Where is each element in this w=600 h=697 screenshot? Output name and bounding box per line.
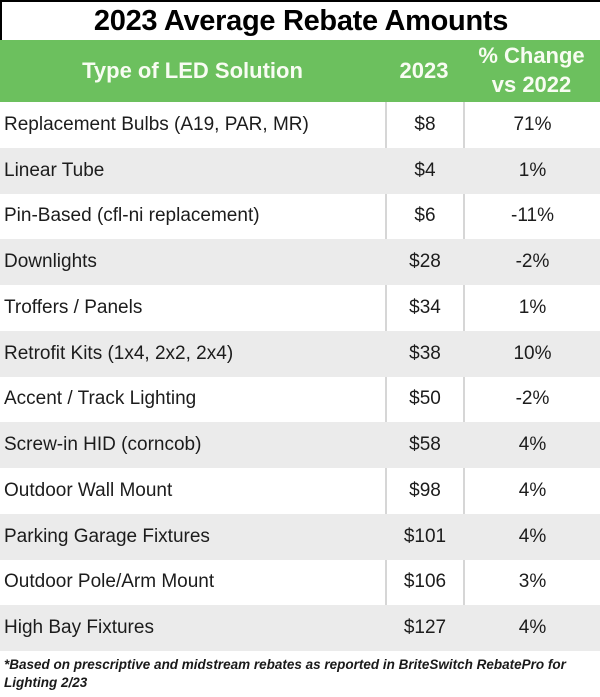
table-row: Retrofit Kits (1x4, 2x2, 2x4) $38 10% xyxy=(0,330,600,377)
cell-2023-amount: $6 xyxy=(385,193,463,240)
cell-2023-amount: $38 xyxy=(409,342,441,364)
cell-type: Downlights xyxy=(4,251,97,273)
cell-type: Outdoor Wall Mount xyxy=(4,479,173,501)
column-header-2023-label: 2023 xyxy=(399,57,449,83)
table-header-row: Type of LED Solution 2023 % Change vs 20… xyxy=(0,40,600,102)
cell-type: Retrofit Kits (1x4, 2x2, 2x4) xyxy=(4,342,234,364)
cell-type: Parking Garage Fixtures xyxy=(4,525,210,547)
cell-change: 3% xyxy=(463,559,600,606)
table-row: High Bay Fixtures $127 4% xyxy=(0,605,600,651)
cell-type: Troffers / Panels xyxy=(4,296,143,318)
table-row: Parking Garage Fixtures $101 4% xyxy=(0,513,600,560)
column-header-change: % Change vs 2022 xyxy=(463,40,600,102)
footnote-line2: Lighting 2/23 xyxy=(4,675,88,691)
column-header-type-label: Type of LED Solution xyxy=(82,57,303,83)
cell-type: Outdoor Pole/Arm Mount xyxy=(4,571,215,593)
footnote-line1: *Based on prescriptive and midstream reb… xyxy=(4,657,566,672)
page-title: 2023 Average Rebate Amounts xyxy=(93,4,509,37)
column-header-change-line2: vs 2022 xyxy=(491,72,572,97)
table-row: Outdoor Pole/Arm Mount $106 3% xyxy=(0,559,600,606)
cell-2023-amount: $34 xyxy=(385,285,463,331)
table-body: Replacement Bulbs (A19, PAR, MR) $8 71% … xyxy=(0,102,600,651)
cell-change: 4% xyxy=(518,617,547,639)
cell-type: Pin-Based (cfl-ni replacement) xyxy=(4,205,260,227)
column-header-change-line1: % Change xyxy=(478,43,585,69)
table-row: Pin-Based (cfl-ni replacement) $6 -11% xyxy=(0,193,600,240)
cell-change: 4% xyxy=(518,525,547,547)
cell-change: -2% xyxy=(515,251,550,273)
table-row: Outdoor Wall Mount $98 4% xyxy=(0,468,600,514)
cell-2023-amount: $58 xyxy=(409,434,441,456)
cell-change: 71% xyxy=(463,102,600,148)
table-row: Screw-in HID (corncob) $58 4% xyxy=(0,422,600,468)
cell-change: 10% xyxy=(513,342,552,364)
table-row: Accent / Track Lighting $50 -2% xyxy=(0,376,600,423)
cell-2023-amount: $4 xyxy=(414,159,436,181)
cell-type: Accent / Track Lighting xyxy=(4,388,197,410)
cell-2023-amount: $50 xyxy=(385,376,463,423)
cell-2023-amount: $101 xyxy=(403,525,447,547)
column-header-2023: 2023 xyxy=(385,40,463,102)
cell-change: 1% xyxy=(518,159,547,181)
cell-change: -11% xyxy=(463,193,600,240)
cell-type: Screw-in HID (corncob) xyxy=(4,434,202,456)
table-row: Downlights $28 -2% xyxy=(0,239,600,285)
table-row: Replacement Bulbs (A19, PAR, MR) $8 71% xyxy=(0,102,600,148)
cell-type: Replacement Bulbs (A19, PAR, MR) xyxy=(4,113,309,135)
cell-change: -2% xyxy=(463,376,600,423)
title-bar: 2023 Average Rebate Amounts xyxy=(0,2,600,40)
cell-2023-amount: $106 xyxy=(385,559,463,606)
cell-change: 1% xyxy=(463,285,600,331)
cell-change: 4% xyxy=(463,468,600,514)
table-row: Troffers / Panels $34 1% xyxy=(0,285,600,331)
cell-2023-amount: $127 xyxy=(403,617,447,639)
table-row: Linear Tube $4 1% xyxy=(0,147,600,194)
cell-2023-amount: $28 xyxy=(409,251,441,273)
cell-type: High Bay Fixtures xyxy=(4,617,154,639)
cell-2023-amount: $98 xyxy=(385,468,463,514)
column-header-type: Type of LED Solution xyxy=(0,40,385,102)
cell-change: 4% xyxy=(518,434,547,456)
cell-type: Linear Tube xyxy=(4,159,105,181)
footnote: *Based on prescriptive and midstream reb… xyxy=(0,651,600,697)
cell-2023-amount: $8 xyxy=(385,102,463,148)
